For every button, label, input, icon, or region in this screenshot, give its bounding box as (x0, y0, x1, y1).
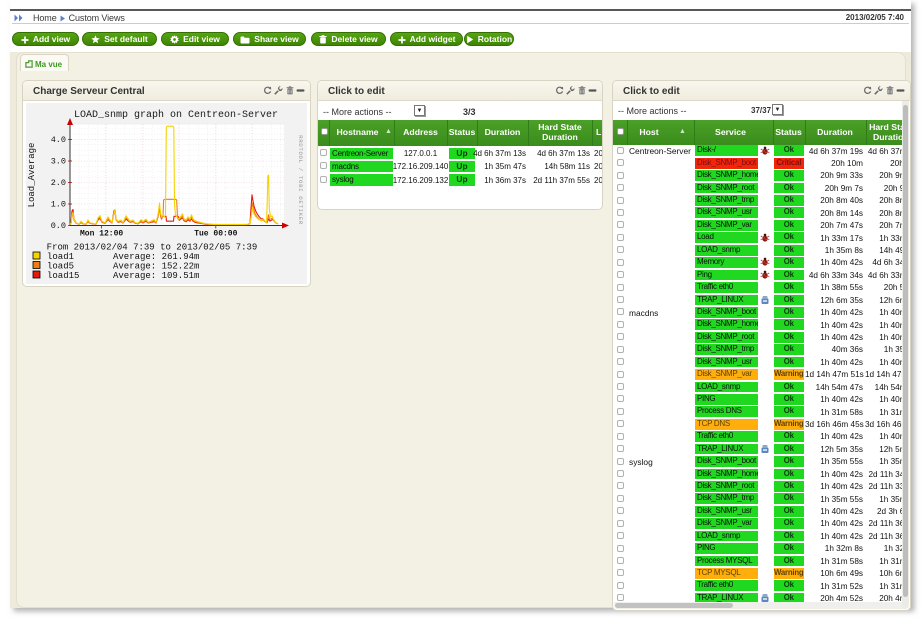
svg-text:Average: 152.22m: Average: 152.22m (113, 262, 199, 272)
svg-text:2.0: 2.0 (51, 178, 66, 188)
svg-text:LOAD_snmp graph on Centreon-Se: LOAD_snmp graph on Centreon-Server (74, 109, 278, 121)
svg-text:Tue 00:00: Tue 00:00 (194, 230, 237, 239)
svg-text:Average: 261.94m: Average: 261.94m (113, 252, 199, 262)
svg-text:load1: load1 (47, 252, 74, 262)
svg-text:load5: load5 (47, 262, 74, 272)
svg-text:load15: load15 (47, 271, 79, 281)
svg-text:Load_Average: Load_Average (27, 143, 37, 208)
svg-text:Mon 12:00: Mon 12:00 (80, 230, 123, 239)
svg-text:1.0: 1.0 (51, 200, 66, 210)
svg-text:From 2013/02/04 7:39 to 2013/0: From 2013/02/04 7:39 to 2013/02/05 7:39 (47, 243, 258, 253)
svg-text:4.0: 4.0 (51, 135, 66, 145)
svg-text:Average: 109.51m: Average: 109.51m (113, 271, 199, 281)
svg-text:RRDTOOL / TOBI OETIKER: RRDTOOL / TOBI OETIKER (297, 135, 304, 225)
svg-text:3.0: 3.0 (51, 157, 66, 167)
svg-text:0.0: 0.0 (51, 221, 66, 231)
